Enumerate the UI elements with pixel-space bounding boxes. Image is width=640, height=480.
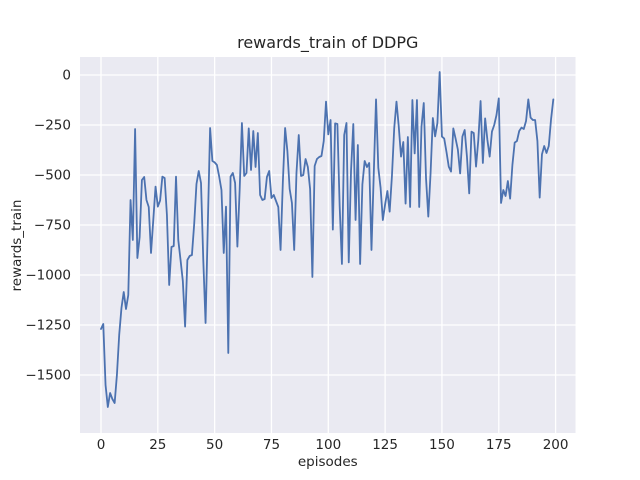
y-axis-label: rewards_train [9,200,25,292]
x-tick-label: 150 [429,437,455,453]
rewards-line [100,71,555,408]
y-tick-label: −1250 [25,318,71,334]
chart-title: rewards_train of DDPG [237,33,418,53]
x-tick-label: 100 [315,437,341,453]
x-tick-label: 0 [97,437,106,453]
x-axis-label: episodes [298,454,358,470]
y-tick-label: −500 [34,168,71,184]
y-tick-label: −750 [34,218,71,234]
x-tick-label: 125 [372,437,398,453]
x-tick-label: 25 [149,437,166,453]
y-tick-label: −1500 [25,368,71,384]
x-tick-label: 50 [206,437,223,453]
y-tick-labels: 0 −250 −500 −750 −1000 −1250 −1500 [25,68,71,384]
x-tick-label: 75 [263,437,280,453]
x-tick-labels: 0 25 50 75 100 125 150 175 200 [97,437,569,453]
x-tick-label: 175 [486,437,512,453]
y-tick-label: 0 [62,68,71,84]
x-tick-label: 200 [543,437,569,453]
y-tick-label: −250 [34,118,71,134]
y-tick-label: −1000 [25,268,71,284]
